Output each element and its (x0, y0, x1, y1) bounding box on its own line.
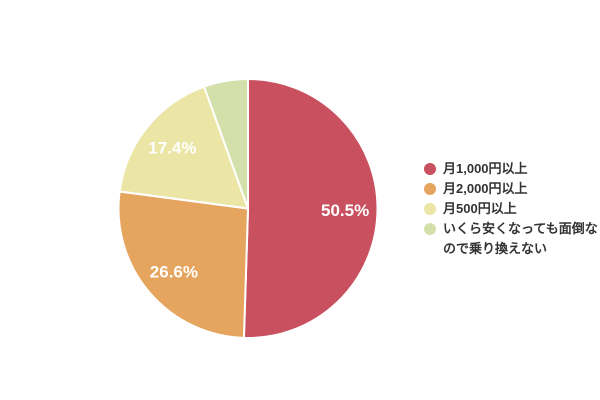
legend-label: 月1,000円以上 (443, 161, 528, 176)
slice-percentage-label: 50.5% (321, 201, 369, 220)
pie-slice-3 (203, 78, 249, 210)
legend-label: 月500円以上 (443, 201, 517, 216)
legend-marker (424, 203, 436, 215)
legend-marker (424, 223, 436, 235)
legend-marker (424, 163, 436, 175)
legend-item-2: 月500円以上 (424, 199, 600, 219)
legend-item-1: 月2,000円以上 (424, 179, 600, 199)
slice-percentage-label: 17.4% (148, 139, 196, 158)
pie-slice-1 (117, 190, 249, 339)
legend-label: いくら安くなっても面倒なので乗り換えない (443, 221, 598, 256)
legend-item-3: いくら安くなっても面倒なので乗り換えない (424, 219, 600, 259)
legend-marker (424, 183, 436, 195)
legend-label: 月2,000円以上 (443, 181, 528, 196)
pie-slice-0 (242, 78, 379, 339)
slice-percentage-label: 26.6% (150, 262, 198, 281)
legend-item-0: 月1,000円以上 (424, 159, 600, 179)
pie-slice-2 (118, 85, 249, 210)
legend: 月1,000円以上 月2,000円以上 月500円以上いくら安くなっても面倒なので乗… (424, 159, 600, 259)
